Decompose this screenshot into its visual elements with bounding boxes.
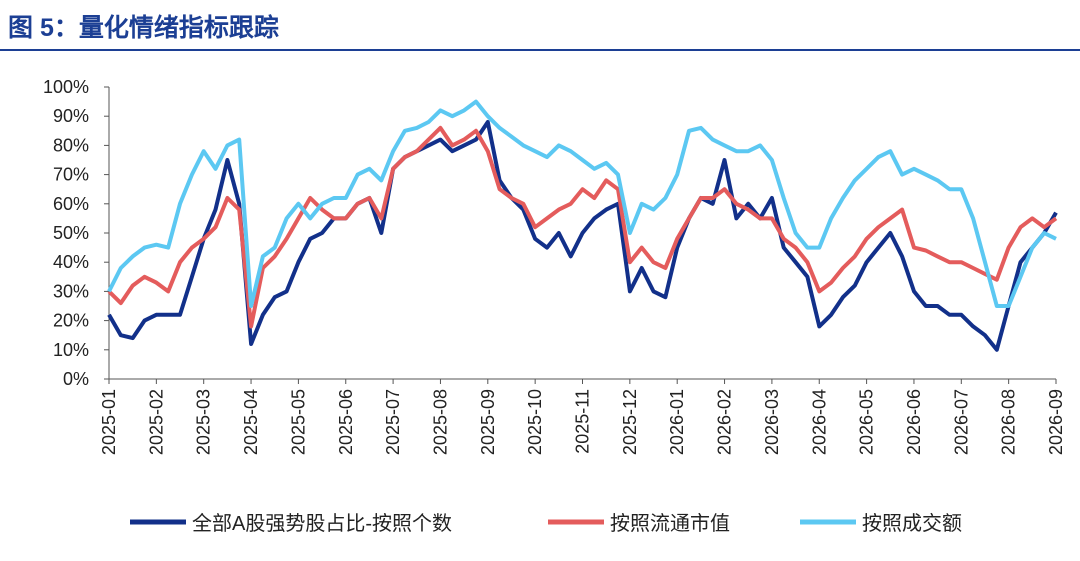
x-tick-label: 2026-03	[762, 389, 782, 455]
x-tick-label: 2025-06	[336, 389, 356, 455]
x-tick-label: 2025-03	[194, 389, 214, 455]
x-tick-label: 2025-07	[383, 389, 403, 455]
y-tick-label: 100%	[43, 77, 89, 97]
legend-label: 按照成交额	[862, 512, 962, 535]
x-tick-label: 2026-02	[715, 389, 735, 455]
x-tick-label: 2025-12	[620, 389, 640, 455]
y-tick-label: 90%	[53, 106, 89, 126]
x-tick-label: 2025-02	[146, 389, 166, 455]
x-tick-label: 2026-06	[904, 389, 924, 455]
y-tick-label: 50%	[53, 223, 89, 243]
y-tick-label: 40%	[53, 252, 89, 272]
series-line	[107, 125, 1058, 329]
x-tick-label: 2025-08	[430, 389, 450, 455]
x-tick-label: 2025-01	[99, 389, 119, 455]
y-tick-label: 10%	[53, 340, 89, 360]
x-tick-label: 2025-11	[573, 389, 593, 454]
chart-title: 图 5：量化情绪指标跟踪	[8, 13, 279, 42]
x-tick-label: 2026-05	[857, 389, 877, 455]
y-tick-label: 60%	[53, 194, 89, 214]
x-tick-label: 2025-10	[525, 389, 545, 455]
x-tick-label: 2026-04	[809, 389, 829, 455]
series-line	[107, 99, 1057, 308]
x-tick-label: 2025-04	[241, 389, 261, 455]
y-tick-label: 20%	[53, 311, 89, 331]
series-line	[107, 120, 1058, 352]
x-tick-label: 2025-09	[478, 389, 498, 455]
x-tick-label: 2026-09	[1046, 389, 1066, 455]
y-tick-label: 70%	[53, 165, 89, 185]
x-tick-label: 2026-07	[951, 389, 971, 455]
y-tick-label: 80%	[53, 135, 89, 155]
y-tick-label: 30%	[53, 281, 89, 301]
x-tick-label: 2026-01	[667, 389, 687, 455]
x-tick-label: 2026-08	[999, 389, 1019, 455]
x-tick-label: 2025-05	[288, 389, 308, 455]
legend-label: 全部A股强势股占比-按照个数	[192, 512, 452, 535]
legend-label: 按照流通市值	[610, 512, 730, 535]
y-tick-label: 0%	[63, 369, 89, 389]
